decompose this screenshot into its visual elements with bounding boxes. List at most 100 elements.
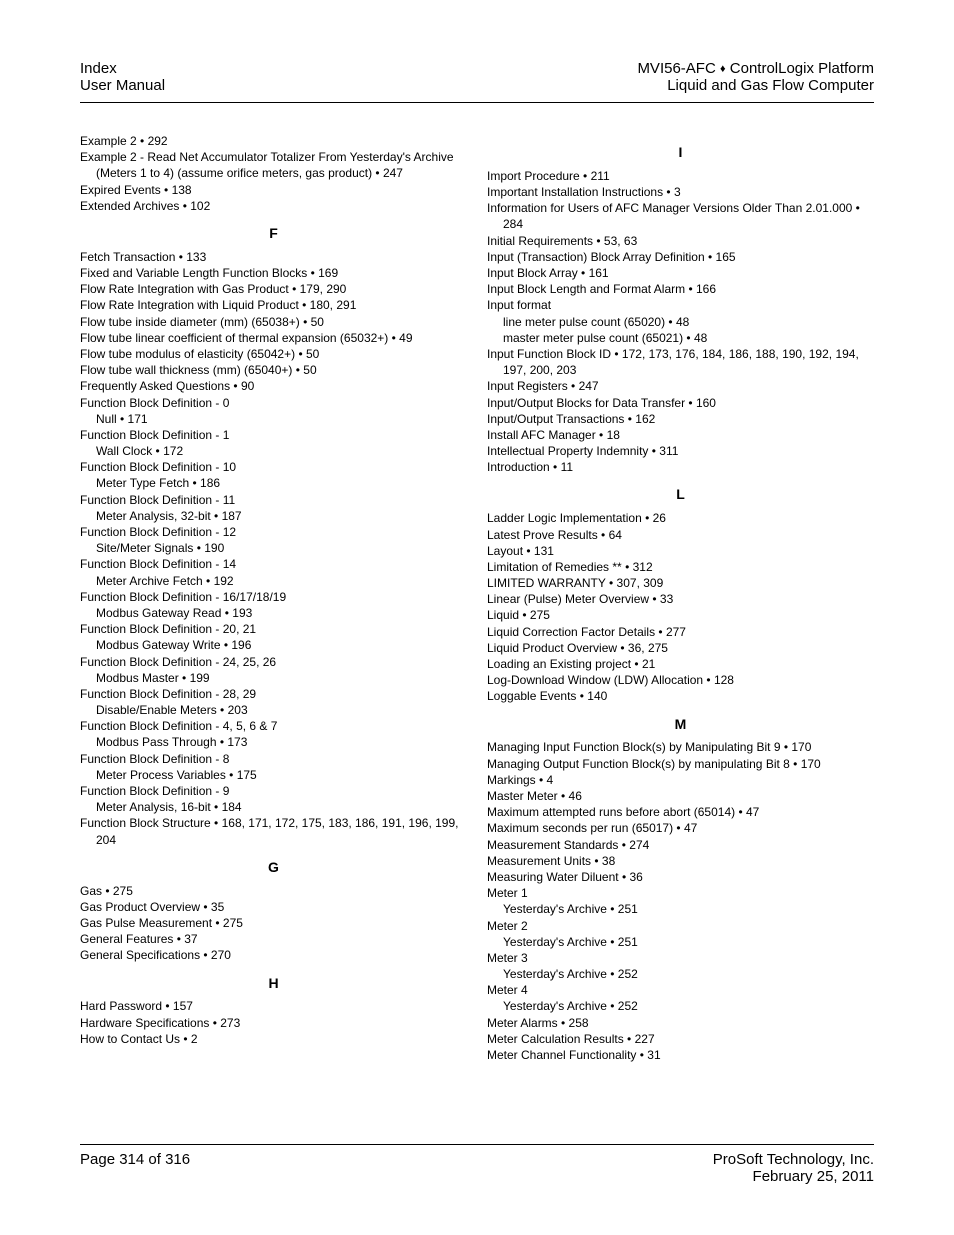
index-entry: Modbus Master • 199 <box>80 670 467 686</box>
index-entry: Measurement Standards • 274 <box>487 837 874 853</box>
footer-date: February 25, 2011 <box>713 1168 874 1185</box>
section-letter: G <box>80 858 467 877</box>
index-entry: line meter pulse count (65020) • 48 <box>487 314 874 330</box>
index-entry: Maximum attempted runs before abort (650… <box>487 804 874 820</box>
index-entry: master meter pulse count (65021) • 48 <box>487 330 874 346</box>
index-entry: Function Block Definition - 0 <box>80 395 467 411</box>
index-entry: Example 2 - Read Net Accumulator Totaliz… <box>80 149 467 181</box>
index-entry: Function Block Definition - 9 <box>80 783 467 799</box>
page-footer: Page 314 of 316 ProSoft Technology, Inc.… <box>80 1144 874 1185</box>
index-entry: Liquid Product Overview • 36, 275 <box>487 640 874 656</box>
index-entry: Install AFC Manager • 18 <box>487 427 874 443</box>
index-entry: Function Block Definition - 10 <box>80 459 467 475</box>
index-entry: Input format <box>487 297 874 313</box>
index-entry: Function Block Definition - 8 <box>80 751 467 767</box>
index-entry: Gas Product Overview • 35 <box>80 899 467 915</box>
header-left: Index User Manual <box>80 60 165 94</box>
index-entry: Input Block Array • 161 <box>487 265 874 281</box>
index-entry: Input Registers • 247 <box>487 378 874 394</box>
index-entry: Introduction • 11 <box>487 459 874 475</box>
index-entry: Meter Channel Functionality • 31 <box>487 1047 874 1063</box>
index-entry: Meter 1 <box>487 885 874 901</box>
header-subtitle: User Manual <box>80 77 165 94</box>
index-entry: Information for Users of AFC Manager Ver… <box>487 200 874 232</box>
index-entry: Linear (Pulse) Meter Overview • 33 <box>487 591 874 607</box>
index-entry: Flow tube wall thickness (mm) (65040+) •… <box>80 362 467 378</box>
index-entry: Frequently Asked Questions • 90 <box>80 378 467 394</box>
index-entry: Input Function Block ID • 172, 173, 176,… <box>487 346 874 378</box>
index-entry: Yesterday's Archive • 252 <box>487 998 874 1014</box>
index-entry: Input Block Length and Format Alarm • 16… <box>487 281 874 297</box>
index-entry: Modbus Gateway Write • 196 <box>80 637 467 653</box>
index-entry: Yesterday's Archive • 252 <box>487 966 874 982</box>
left-column: Example 2 • 292Example 2 - Read Net Accu… <box>80 133 467 1063</box>
index-entry: Function Block Definition - 16/17/18/19 <box>80 589 467 605</box>
header-right: MVI56-AFC ♦ ControlLogix Platform Liquid… <box>637 60 874 94</box>
index-entry: Yesterday's Archive • 251 <box>487 934 874 950</box>
index-entry: Meter Analysis, 16-bit • 184 <box>80 799 467 815</box>
section-letter: F <box>80 224 467 243</box>
index-entry: Meter 3 <box>487 950 874 966</box>
index-entry: Hard Password • 157 <box>80 998 467 1014</box>
index-entry: Input/Output Blocks for Data Transfer • … <box>487 395 874 411</box>
right-column: IImport Procedure • 211Important Install… <box>487 133 874 1063</box>
index-entry: Function Block Definition - 4, 5, 6 & 7 <box>80 718 467 734</box>
index-entry: Fetch Transaction • 133 <box>80 249 467 265</box>
index-entry: Meter Alarms • 258 <box>487 1015 874 1031</box>
index-entry: Hardware Specifications • 273 <box>80 1015 467 1031</box>
section-letter: H <box>80 974 467 993</box>
index-entry: Loggable Events • 140 <box>487 688 874 704</box>
section-letter: M <box>487 715 874 734</box>
index-entry: Flow tube linear coefficient of thermal … <box>80 330 467 346</box>
footer-right: ProSoft Technology, Inc. February 25, 20… <box>713 1151 874 1185</box>
index-entry: General Features • 37 <box>80 931 467 947</box>
header-product: MVI56-AFC ♦ ControlLogix Platform <box>637 60 874 77</box>
index-entry: Function Block Definition - 28, 29 <box>80 686 467 702</box>
index-entry: Expired Events • 138 <box>80 182 467 198</box>
index-entry: Meter Process Variables • 175 <box>80 767 467 783</box>
index-columns: Example 2 • 292Example 2 - Read Net Accu… <box>80 133 874 1063</box>
index-entry: Limitation of Remedies ** • 312 <box>487 559 874 575</box>
index-entry: Extended Archives • 102 <box>80 198 467 214</box>
index-entry: Log-Download Window (LDW) Allocation • 1… <box>487 672 874 688</box>
index-entry: Flow tube inside diameter (mm) (65038+) … <box>80 314 467 330</box>
index-entry: Managing Input Function Block(s) by Mani… <box>487 739 874 755</box>
index-entry: Gas Pulse Measurement • 275 <box>80 915 467 931</box>
index-entry: Function Block Definition - 24, 25, 26 <box>80 654 467 670</box>
index-entry: Meter Type Fetch • 186 <box>80 475 467 491</box>
index-entry: Function Block Definition - 14 <box>80 556 467 572</box>
section-letter: I <box>487 143 874 162</box>
index-entry: LIMITED WARRANTY • 307, 309 <box>487 575 874 591</box>
index-entry: Layout • 131 <box>487 543 874 559</box>
page-header: Index User Manual MVI56-AFC ♦ ControlLog… <box>80 60 874 103</box>
index-entry: Initial Requirements • 53, 63 <box>487 233 874 249</box>
index-entry: Function Block Definition - 1 <box>80 427 467 443</box>
index-entry: Gas • 275 <box>80 883 467 899</box>
index-entry: Meter Calculation Results • 227 <box>487 1031 874 1047</box>
index-entry: Wall Clock • 172 <box>80 443 467 459</box>
index-entry: Meter Analysis, 32-bit • 187 <box>80 508 467 524</box>
index-entry: Import Procedure • 211 <box>487 168 874 184</box>
index-entry: Function Block Structure • 168, 171, 172… <box>80 815 467 847</box>
index-entry: Latest Prove Results • 64 <box>487 527 874 543</box>
index-entry: Loading an Existing project • 21 <box>487 656 874 672</box>
index-entry: Meter 4 <box>487 982 874 998</box>
index-entry: Measuring Water Diluent • 36 <box>487 869 874 885</box>
index-entry: Modbus Pass Through • 173 <box>80 734 467 750</box>
index-entry: Intellectual Property Indemnity • 311 <box>487 443 874 459</box>
index-entry: Input/Output Transactions • 162 <box>487 411 874 427</box>
index-entry: Meter 2 <box>487 918 874 934</box>
index-entry: Flow tube modulus of elasticity (65042+)… <box>80 346 467 362</box>
index-entry: Ladder Logic Implementation • 26 <box>487 510 874 526</box>
index-entry: Flow Rate Integration with Liquid Produc… <box>80 297 467 313</box>
index-entry: Input (Transaction) Block Array Definiti… <box>487 249 874 265</box>
index-entry: Liquid Correction Factor Details • 277 <box>487 624 874 640</box>
index-entry: Disable/Enable Meters • 203 <box>80 702 467 718</box>
index-entry: General Specifications • 270 <box>80 947 467 963</box>
header-title: Index <box>80 60 165 77</box>
company-name: ProSoft Technology, Inc. <box>713 1151 874 1168</box>
index-entry: How to Contact Us • 2 <box>80 1031 467 1047</box>
index-entry: Liquid • 275 <box>487 607 874 623</box>
index-entry: Modbus Gateway Read • 193 <box>80 605 467 621</box>
page-number: Page 314 of 316 <box>80 1151 190 1185</box>
